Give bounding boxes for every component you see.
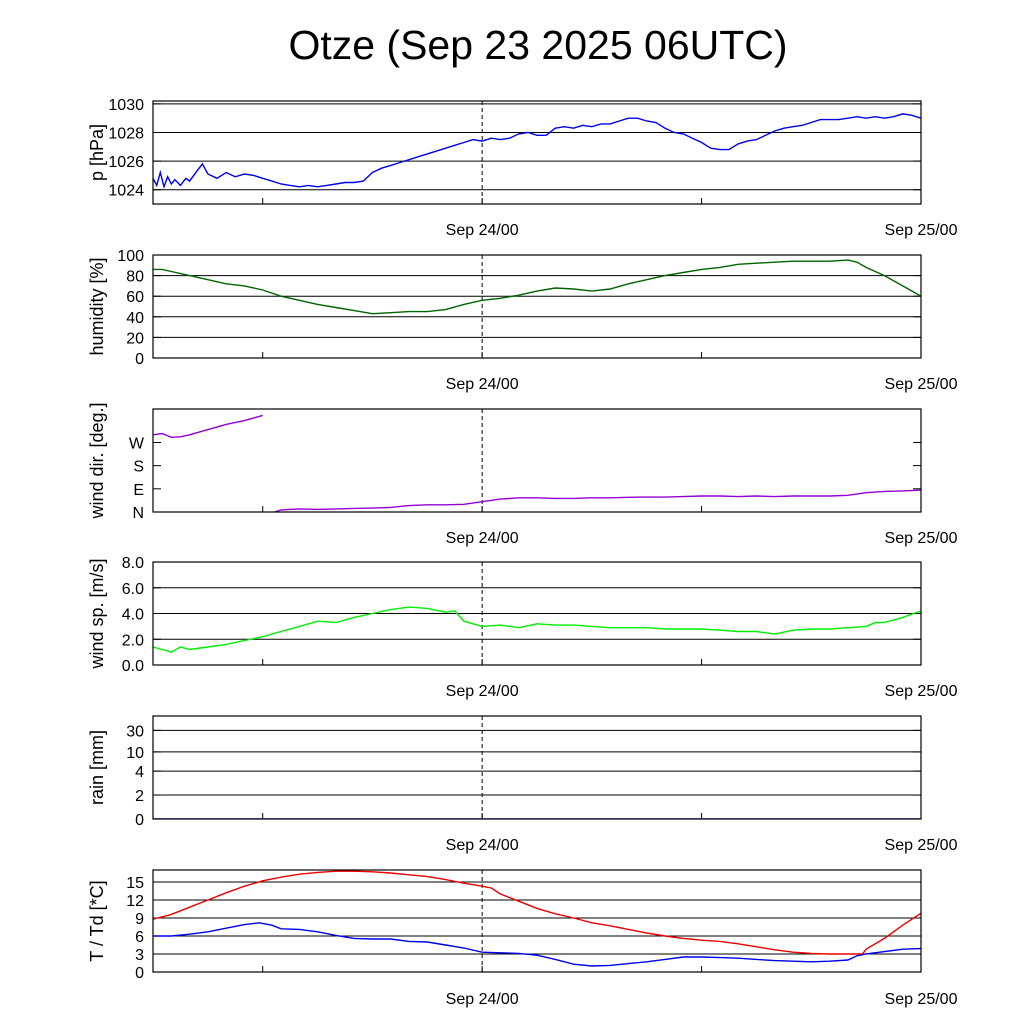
wind-speed-ytick-label: 4.0: [122, 607, 144, 624]
pressure-line: [153, 113, 921, 190]
humidity-ytick-label: 80: [126, 269, 144, 286]
humidity-ytick-label: 40: [126, 310, 144, 327]
humidity-xtick-label: Sep 24/00: [446, 376, 519, 393]
rain-ytick-label: 30: [126, 723, 144, 740]
humidity-xtick-label: Sep 25/00: [885, 376, 958, 393]
rain-panel-frame: [152, 715, 922, 820]
temperature-xtick-label: Sep 24/00: [446, 991, 519, 1008]
dewpoint-line: [153, 922, 921, 967]
temperature-ytick-label: 12: [126, 893, 144, 910]
wind-direction-ylabel: wind dir. [deg.]: [87, 402, 107, 519]
wind-direction-xtick-label: Sep 24/00: [446, 530, 519, 547]
pressure-ytick-label: 1030: [108, 97, 144, 114]
temperature-ytick-label: 0: [135, 965, 144, 982]
rain-ytick-label: 0: [135, 812, 144, 829]
wind-direction-line: [272, 489, 921, 512]
pressure-ylabel: p [hPa]: [87, 124, 107, 181]
rain-ytick-label: 4: [135, 764, 144, 781]
wind-direction-ytick-label: N: [132, 505, 144, 522]
pressure-xtick-label: Sep 24/00: [446, 222, 519, 239]
humidity-line: [153, 259, 921, 315]
pressure-xtick-label: Sep 25/00: [885, 222, 958, 239]
temperature-xtick-label: Sep 25/00: [885, 991, 958, 1008]
wind-speed-ytick-label: 8.0: [122, 555, 144, 572]
rain-xtick-label: Sep 24/00: [446, 837, 519, 854]
wind-speed-ytick-label: 6.0: [122, 581, 144, 598]
wind-speed-line: [153, 606, 921, 653]
wind-direction-ytick-label: W: [129, 435, 145, 452]
rain-ytick-label: 10: [126, 745, 144, 762]
pressure-ytick-label: 1028: [108, 125, 144, 142]
wind-speed-ylabel: wind sp. [m/s]: [87, 558, 107, 669]
rain-ytick-label: 2: [135, 788, 144, 805]
humidity-ylabel: humidity [%]: [87, 257, 107, 355]
pressure-ytick-label: 1026: [108, 154, 144, 171]
rain-ylabel: rain [mm]: [87, 730, 107, 805]
pressure-panel-frame: [152, 100, 922, 205]
rain-xtick-label: Sep 25/00: [885, 837, 958, 854]
temperature-ylabel: T / Td [*C]: [87, 880, 107, 961]
wind-direction-xtick-label: Sep 25/00: [885, 530, 958, 547]
wind-direction-panel-frame: [152, 408, 922, 513]
wind-direction-ytick-label: E: [133, 482, 144, 499]
humidity-ytick-label: 0: [135, 351, 144, 368]
humidity-ytick-label: 20: [126, 330, 144, 347]
wind-speed-ytick-label: 2.0: [122, 632, 144, 649]
humidity-ytick-label: 60: [126, 289, 144, 306]
temperature-ytick-label: 3: [135, 947, 144, 964]
temperature-ytick-label: 15: [126, 875, 144, 892]
temperature-ytick-label: 6: [135, 929, 144, 946]
temperature-panel-frame: [152, 869, 922, 973]
humidity-ytick-label: 100: [117, 248, 144, 265]
wind-direction-ytick-label: S: [133, 459, 144, 476]
humidity-panel-frame: [152, 254, 922, 359]
wind-direction-early-line: [153, 414, 263, 439]
wind-speed-panel-frame: [152, 561, 922, 666]
pressure-ytick-label: 1024: [108, 183, 144, 200]
temperature-ytick-label: 9: [135, 911, 144, 928]
temperature-line: [153, 870, 921, 955]
wind-speed-xtick-label: Sep 25/00: [885, 683, 958, 700]
wind-speed-xtick-label: Sep 24/00: [446, 683, 519, 700]
wind-speed-ytick-label: 0.0: [122, 658, 144, 675]
chart-title: Otze (Sep 23 2025 06UTC): [288, 22, 788, 68]
